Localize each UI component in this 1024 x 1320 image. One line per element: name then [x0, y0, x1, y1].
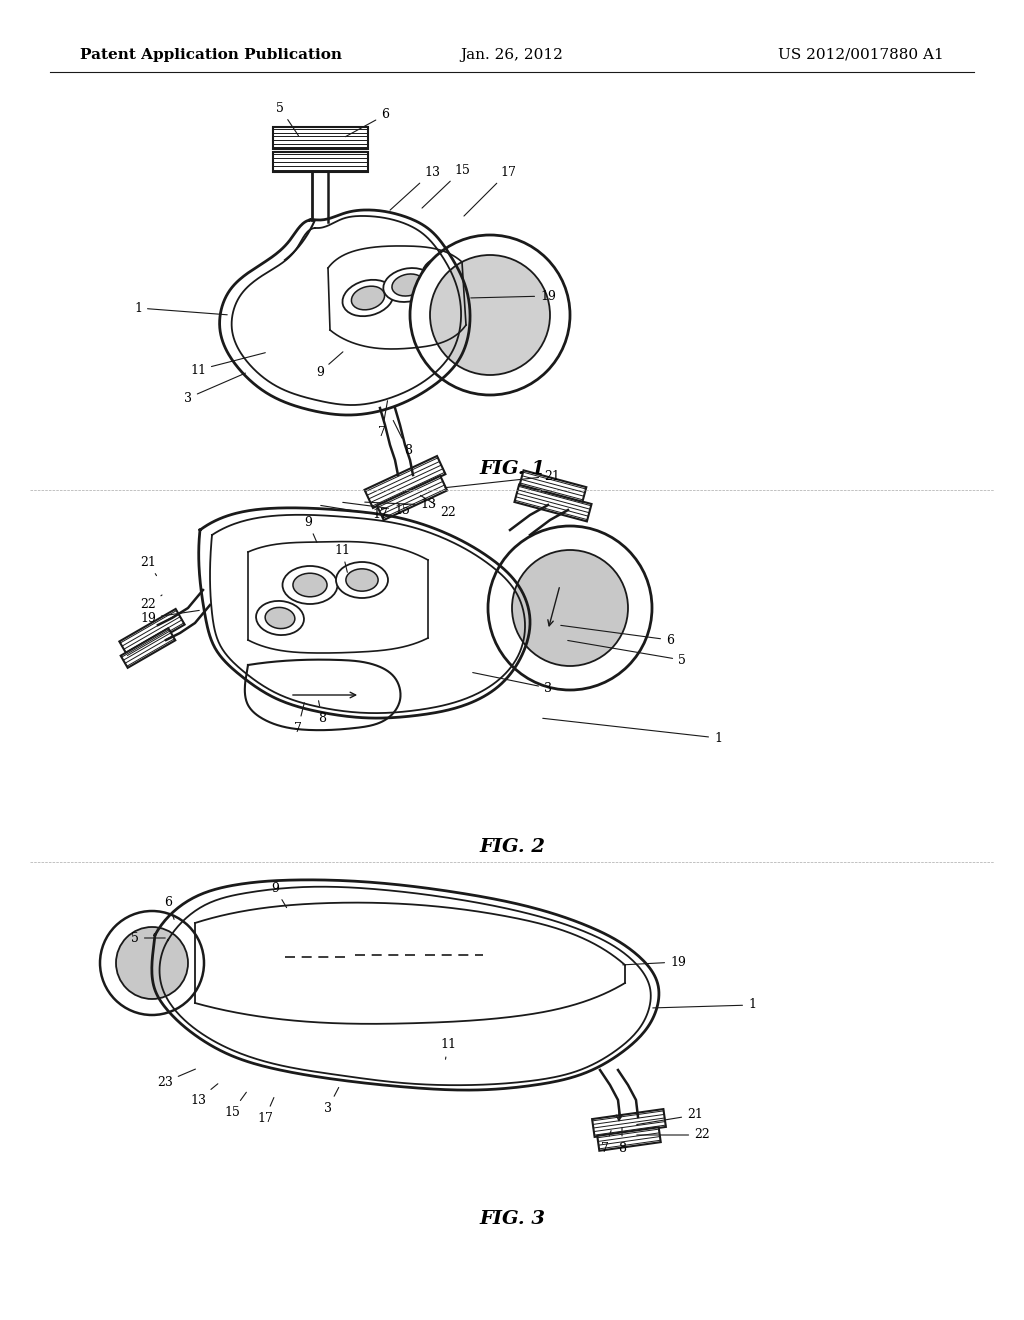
Text: 1: 1: [543, 718, 722, 744]
Text: 21: 21: [637, 1109, 702, 1125]
Text: 13: 13: [365, 499, 436, 511]
Text: 9: 9: [271, 882, 287, 908]
Ellipse shape: [342, 280, 393, 317]
Text: FIG. 3: FIG. 3: [479, 1210, 545, 1228]
Ellipse shape: [293, 573, 327, 597]
Text: 15: 15: [343, 503, 410, 516]
Ellipse shape: [422, 256, 468, 288]
Text: 5: 5: [276, 102, 298, 136]
Ellipse shape: [351, 286, 385, 310]
Circle shape: [100, 911, 204, 1015]
Circle shape: [116, 927, 188, 999]
Bar: [592, 1109, 666, 1137]
Text: Patent Application Publication: Patent Application Publication: [80, 48, 342, 62]
Text: 21: 21: [140, 556, 157, 576]
Text: 7: 7: [378, 401, 387, 438]
Ellipse shape: [256, 601, 304, 635]
Text: 13: 13: [190, 1084, 218, 1106]
Text: 9: 9: [304, 516, 316, 543]
Text: 17: 17: [464, 165, 516, 216]
Ellipse shape: [346, 569, 378, 591]
Text: 6: 6: [345, 108, 389, 137]
Circle shape: [410, 235, 570, 395]
Text: 19: 19: [471, 289, 556, 302]
Text: 1: 1: [652, 998, 756, 1011]
Text: 22: 22: [637, 1129, 710, 1142]
Ellipse shape: [283, 566, 338, 605]
Text: 8: 8: [393, 421, 412, 457]
Text: 22: 22: [421, 495, 456, 519]
Text: 7: 7: [294, 702, 304, 734]
Text: 8: 8: [618, 1127, 626, 1155]
Text: FIG. 2: FIG. 2: [479, 838, 545, 855]
Text: 3: 3: [184, 374, 246, 404]
Ellipse shape: [383, 268, 433, 302]
Ellipse shape: [430, 261, 460, 282]
Text: 8: 8: [318, 701, 326, 725]
Text: 21: 21: [444, 470, 560, 487]
Text: 9: 9: [316, 352, 343, 379]
Bar: [377, 477, 447, 520]
Text: 3: 3: [324, 1088, 339, 1114]
Bar: [514, 484, 592, 521]
Text: 5: 5: [567, 640, 686, 667]
Text: 13: 13: [390, 165, 440, 210]
Text: FIG. 1: FIG. 1: [479, 459, 545, 478]
Text: 19: 19: [140, 610, 200, 624]
Text: 3: 3: [473, 673, 552, 694]
Ellipse shape: [336, 562, 388, 598]
Text: 15: 15: [224, 1092, 247, 1118]
Text: 11: 11: [440, 1039, 456, 1059]
Ellipse shape: [392, 275, 424, 296]
Circle shape: [488, 525, 652, 690]
Bar: [120, 609, 184, 657]
Text: US 2012/0017880 A1: US 2012/0017880 A1: [778, 48, 944, 62]
Text: 11: 11: [190, 352, 265, 376]
Bar: [272, 152, 368, 172]
Text: 11: 11: [334, 544, 350, 573]
Text: 17: 17: [257, 1097, 273, 1125]
Text: 1: 1: [134, 301, 227, 314]
Bar: [597, 1127, 660, 1151]
Bar: [272, 127, 368, 149]
Text: 22: 22: [140, 595, 162, 611]
Text: 6: 6: [164, 895, 174, 919]
Bar: [519, 470, 587, 502]
Text: 15: 15: [422, 164, 470, 209]
Bar: [365, 455, 445, 508]
Text: 7: 7: [601, 1131, 611, 1155]
Text: 19: 19: [623, 956, 686, 969]
Text: 23: 23: [157, 1069, 196, 1089]
Ellipse shape: [265, 607, 295, 628]
Circle shape: [430, 255, 550, 375]
Text: Jan. 26, 2012: Jan. 26, 2012: [461, 48, 563, 62]
Text: 17: 17: [321, 506, 388, 521]
Bar: [121, 628, 175, 668]
Text: 6: 6: [561, 626, 674, 647]
Circle shape: [512, 550, 628, 667]
Text: 5: 5: [131, 932, 165, 945]
